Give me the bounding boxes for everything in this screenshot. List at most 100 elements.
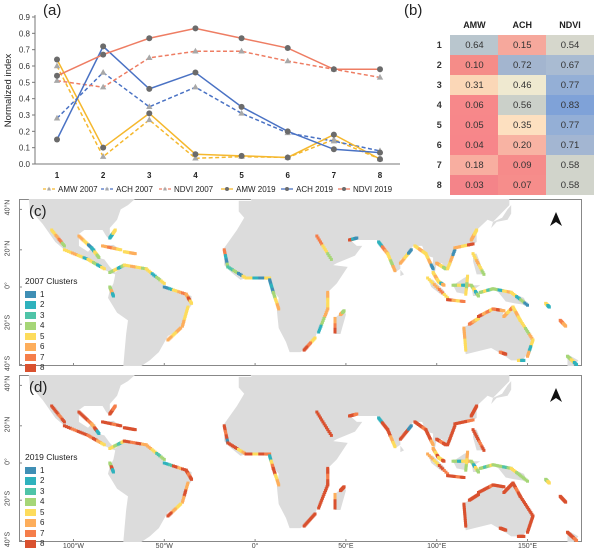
cluster-cell xyxy=(463,515,467,519)
legend-item: NDVI 2019 xyxy=(338,185,393,194)
cluster-legend-item: 1 xyxy=(25,465,77,476)
cluster-cell xyxy=(464,524,468,528)
cluster-cell xyxy=(478,442,482,446)
cluster-cell xyxy=(324,487,328,491)
heatmap-header-row: AMW ACH NDVI xyxy=(428,14,594,35)
cluster-cell xyxy=(243,275,247,279)
cluster-cell xyxy=(78,430,82,434)
cluster-cell xyxy=(475,259,479,263)
cluster-cell xyxy=(446,472,450,476)
legend-label: NDVI 2007 xyxy=(174,185,214,194)
cluster-cell xyxy=(468,419,472,423)
cluster-cell xyxy=(449,433,453,437)
cluster-cell xyxy=(137,266,141,270)
cluster-legend-item: 4 xyxy=(25,321,77,332)
cluster-cell xyxy=(456,245,460,249)
cluster-legend-item: 8 xyxy=(25,539,77,550)
cluster-cell xyxy=(113,247,117,251)
cluster-cell xyxy=(133,265,137,269)
cluster-cell xyxy=(185,483,189,487)
cluster-cell xyxy=(128,264,132,268)
cluster-cell xyxy=(503,465,507,469)
y-tick-label: 0.1 xyxy=(19,144,31,153)
cluster-cell xyxy=(471,418,475,422)
cluster-cell xyxy=(173,465,177,469)
legend-item: AMW 2019 xyxy=(221,185,276,194)
cluster-cell xyxy=(442,283,446,287)
cluster-cell xyxy=(317,504,321,508)
cluster-cell xyxy=(325,485,329,489)
cluster-cell xyxy=(126,264,130,268)
data-point xyxy=(330,131,337,138)
cluster-cell xyxy=(113,423,117,427)
cluster-cell xyxy=(184,313,188,317)
landmass-madagascar xyxy=(335,308,346,334)
cluster-cell xyxy=(183,491,187,495)
cluster-cell xyxy=(102,420,106,424)
cluster-cell xyxy=(477,440,481,444)
cluster-cell xyxy=(333,316,337,320)
data-point xyxy=(146,85,153,92)
cluster-cell xyxy=(266,452,270,456)
cluster-cell xyxy=(179,466,183,470)
cluster-cell xyxy=(62,248,66,252)
cluster-cell xyxy=(72,428,76,432)
data-point xyxy=(100,51,107,58)
heatmap-row: 8 0.03 0.07 0.58 xyxy=(428,175,594,195)
cluster-cell xyxy=(326,307,330,311)
cluster-cell xyxy=(126,440,130,444)
cluster-cell xyxy=(111,294,115,298)
cluster-cell xyxy=(459,421,463,425)
cluster-swatch xyxy=(25,477,36,485)
data-point xyxy=(146,54,153,61)
cluster-cell xyxy=(508,466,512,470)
cluster-cell xyxy=(170,287,174,291)
cluster-cell xyxy=(84,257,88,261)
cluster-cell xyxy=(444,443,448,447)
cluster-cell xyxy=(447,262,451,266)
cluster-cell xyxy=(323,424,327,428)
cluster-cell xyxy=(464,467,468,471)
cluster-cell xyxy=(476,492,480,496)
cluster-cell xyxy=(323,313,327,317)
cluster-cell xyxy=(446,265,450,269)
data-point xyxy=(53,62,61,69)
cluster-cell xyxy=(547,481,551,485)
cluster-cell xyxy=(113,228,117,232)
cluster-cell xyxy=(302,348,306,352)
cluster-legend-label: 5 xyxy=(40,507,45,517)
cluster-cell xyxy=(526,303,530,307)
cluster-cell xyxy=(462,332,466,336)
cluster-cell xyxy=(318,416,322,420)
cluster-cell xyxy=(454,246,458,250)
cluster-cell xyxy=(457,421,461,425)
cluster-cell xyxy=(467,459,471,463)
cluster-cell xyxy=(471,252,475,256)
cluster-cell xyxy=(302,524,306,528)
cluster-cell xyxy=(182,495,186,499)
cluster-cell xyxy=(140,266,144,270)
cluster-swatch xyxy=(25,290,36,298)
cluster-cell xyxy=(76,429,80,433)
cluster-cell xyxy=(250,452,254,456)
cluster-cell xyxy=(472,253,476,257)
cluster-legend-label: 4 xyxy=(40,321,45,331)
y-tick-label: 0.9 xyxy=(19,13,31,22)
cluster-cell xyxy=(528,509,532,513)
cluster-cell xyxy=(266,276,270,280)
heatmap-row: 2 0.10 0.72 0.67 xyxy=(428,55,594,75)
cluster-swatch xyxy=(25,529,36,537)
heatmap-cluster-means: AMW ACH NDVI 1 0.64 0.15 0.54 2 0.10 0.72 0.67 3 0.… xyxy=(428,14,594,195)
data-point xyxy=(54,56,60,63)
y-tick-label: 0.8 xyxy=(19,29,31,38)
cluster-cell xyxy=(476,316,480,320)
cluster-cell xyxy=(463,513,467,517)
cluster-cell xyxy=(474,257,478,261)
cluster-cell xyxy=(317,238,321,242)
legend-marker xyxy=(105,186,109,191)
cluster-cell xyxy=(463,337,467,341)
cluster-cell xyxy=(139,266,143,270)
cluster-cell xyxy=(462,330,466,334)
cluster-cell xyxy=(444,294,448,298)
cluster-cell xyxy=(66,425,70,429)
